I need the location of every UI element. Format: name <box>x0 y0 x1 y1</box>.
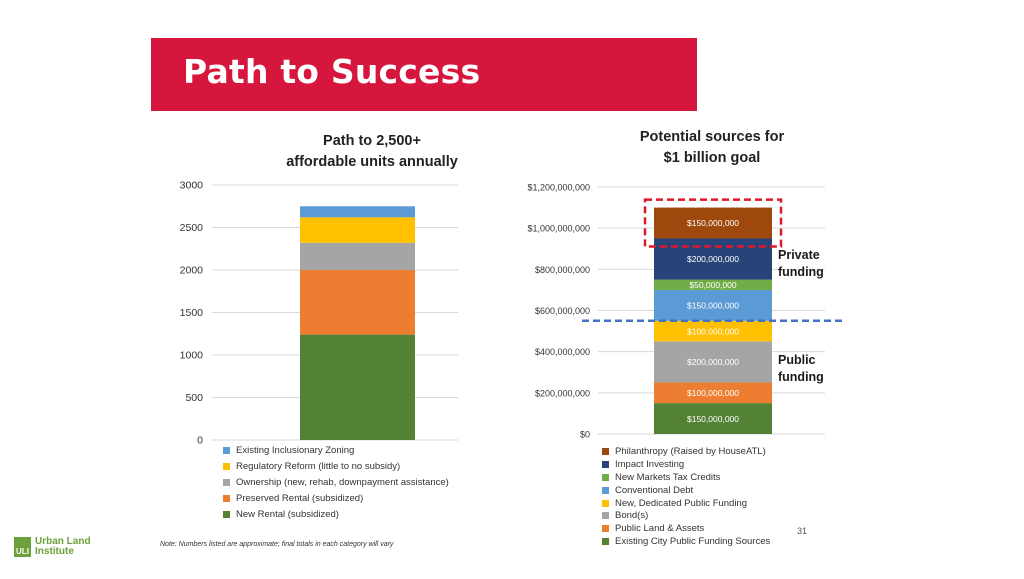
legend-label: Regulatory Reform (little to no subsidy) <box>236 461 401 473</box>
chart1-ytick-label: 0 <box>197 435 203 447</box>
chart2-bar-segment <box>654 320 772 342</box>
legend-swatch <box>223 463 230 471</box>
legend-label: Existing City Public Funding Sources <box>615 536 771 548</box>
footnote: Note: Numbers listed are approximate; fi… <box>160 541 394 548</box>
legend-swatch <box>602 499 609 507</box>
chart1-legend: Existing Inclusionary Zoning Regulatory R… <box>223 443 449 522</box>
chart2-ytick-label: $0 <box>580 430 590 440</box>
legend-label: New Rental (subsidized) <box>236 508 339 520</box>
chart1-ytick-label: 2500 <box>180 222 204 234</box>
uli-logo-mark: ULI <box>14 537 31 557</box>
chart2-data-label: $100,000,000 <box>687 326 739 336</box>
legend-label: Ownership (new, rehab, downpayment assis… <box>236 476 449 488</box>
chart2-legend-item: Conventional Debt <box>602 484 770 497</box>
legend-swatch <box>602 512 609 520</box>
chart2-legend-item: New, Dedicated Public Funding <box>602 497 770 510</box>
legend-swatch <box>602 460 609 468</box>
chart2-bar-segment <box>654 207 772 239</box>
legend-label: Bond(s) <box>615 510 649 522</box>
public-funding-line1: Public <box>778 353 816 367</box>
chart1-title-line2: affordable units annually <box>286 154 458 170</box>
chart2-bar-segment <box>654 341 772 383</box>
chart2-legend-item: New Markets Tax Credits <box>602 471 770 484</box>
legend-swatch <box>602 538 609 546</box>
legend-label: New Markets Tax Credits <box>615 471 721 483</box>
legend-label: Public Land & Assets <box>615 523 705 535</box>
private-funding-line1: Private <box>778 248 820 262</box>
legend-label: Philanthropy (Raised by HouseATL) <box>615 445 766 457</box>
page-title: Path to Success <box>183 52 481 91</box>
uli-logo-line2: Institute <box>35 546 74 557</box>
chart1-title: Path to 2,500+ affordable units annually <box>232 131 512 173</box>
chart2-ytick-label: $200,000,000 <box>535 388 590 398</box>
chart2-ytick-label: $1,000,000,000 <box>527 224 590 234</box>
chart1-legend-item: Regulatory Reform (little to no subsidy) <box>223 459 449 475</box>
page-number: 31 <box>797 526 808 536</box>
chart2-legend-item: Philanthropy (Raised by HouseATL) <box>602 445 770 458</box>
chart2-title: Potential sources for $1 billion goal <box>572 127 852 169</box>
chart2-data-label: $200,000,000 <box>687 357 739 367</box>
legend-label: Existing Inclusionary Zoning <box>236 445 355 457</box>
chart2-bar-segment <box>654 289 772 321</box>
chart2-data-label: $100,000,000 <box>687 388 739 398</box>
chart1-ytick-label: 2000 <box>180 265 204 277</box>
chart2-ytick-label: $600,000,000 <box>535 306 590 316</box>
title-banner: Path to Success <box>151 38 697 111</box>
legend-label: Preserved Rental (subsidized) <box>236 492 364 504</box>
chart2-title-line1: Potential sources for <box>639 129 785 145</box>
legend-label: New, Dedicated Public Funding <box>615 497 748 509</box>
legend-swatch <box>223 478 230 486</box>
chart2-bar-segment <box>654 279 772 290</box>
chart1-bar-segment <box>300 270 415 335</box>
chart2-legend-item: Public Land & Assets <box>602 522 770 535</box>
chart1-legend-item: Preserved Rental (subsidized) <box>223 490 449 506</box>
chart1-legend-item: Existing Inclusionary Zoning <box>223 443 449 459</box>
chart2-bar-segment <box>654 403 772 434</box>
legend-swatch <box>223 494 230 502</box>
chart1-ytick-label: 1500 <box>180 307 204 319</box>
chart1-title-line1: Path to 2,500+ <box>323 133 421 149</box>
chart2-data-label: $50,000,000 <box>689 280 737 290</box>
chart1-bar-segment <box>300 334 415 440</box>
chart1-bar-segment <box>300 242 415 270</box>
legend-swatch <box>602 486 609 494</box>
legend-swatch <box>223 510 230 518</box>
chart2-title-line2: $1 billion goal <box>663 150 761 166</box>
chart2-ytick-label: $800,000,000 <box>535 265 590 275</box>
legend-label: Conventional Debt <box>615 484 694 496</box>
chart2-legend-item: Bond(s) <box>602 509 770 522</box>
chart2-data-label: $150,000,000 <box>687 218 739 228</box>
chart2-legend: Philanthropy (Raised by HouseATL) Impact … <box>602 445 770 548</box>
uli-logo-line1: Urban Land <box>35 536 91 547</box>
chart1-ytick-label: 3000 <box>180 180 204 192</box>
uli-logo-text: Urban Land Institute <box>35 537 91 557</box>
legend-swatch <box>602 525 609 533</box>
uli-logo: ULI Urban Land Institute <box>14 537 91 557</box>
legend-swatch <box>602 473 609 481</box>
legend-swatch <box>223 447 230 455</box>
legend-swatch <box>602 447 609 455</box>
legend-label: Impact Investing <box>615 458 685 470</box>
public-funding-label: Public funding <box>778 352 824 386</box>
chart1-legend-item: Ownership (new, rehab, downpayment assis… <box>223 475 449 491</box>
chart2-bar-segment <box>654 382 772 404</box>
private-funding-line2: funding <box>778 265 824 279</box>
chart2-data-label: $150,000,000 <box>687 414 739 424</box>
chart1-ytick-label: 1000 <box>180 350 204 362</box>
chart1-legend-item: New Rental (subsidized) <box>223 506 449 522</box>
chart1-bar-segment <box>300 206 415 218</box>
chart2-ytick-label: $1,200,000,000 <box>527 183 590 193</box>
chart2-legend-item: Impact Investing <box>602 458 770 471</box>
chart2-data-label: $150,000,000 <box>687 301 739 311</box>
chart1-ytick-label: 500 <box>185 392 203 404</box>
chart1-bar-segment <box>300 217 415 243</box>
philanthropy-highlight-box <box>643 198 783 248</box>
chart2-data-label: $200,000,000 <box>687 254 739 264</box>
chart2-legend-item: Existing City Public Funding Sources <box>602 535 770 548</box>
chart2-ytick-label: $400,000,000 <box>535 347 590 357</box>
public-funding-line2: funding <box>778 370 824 384</box>
private-funding-label: Private funding <box>778 247 824 281</box>
